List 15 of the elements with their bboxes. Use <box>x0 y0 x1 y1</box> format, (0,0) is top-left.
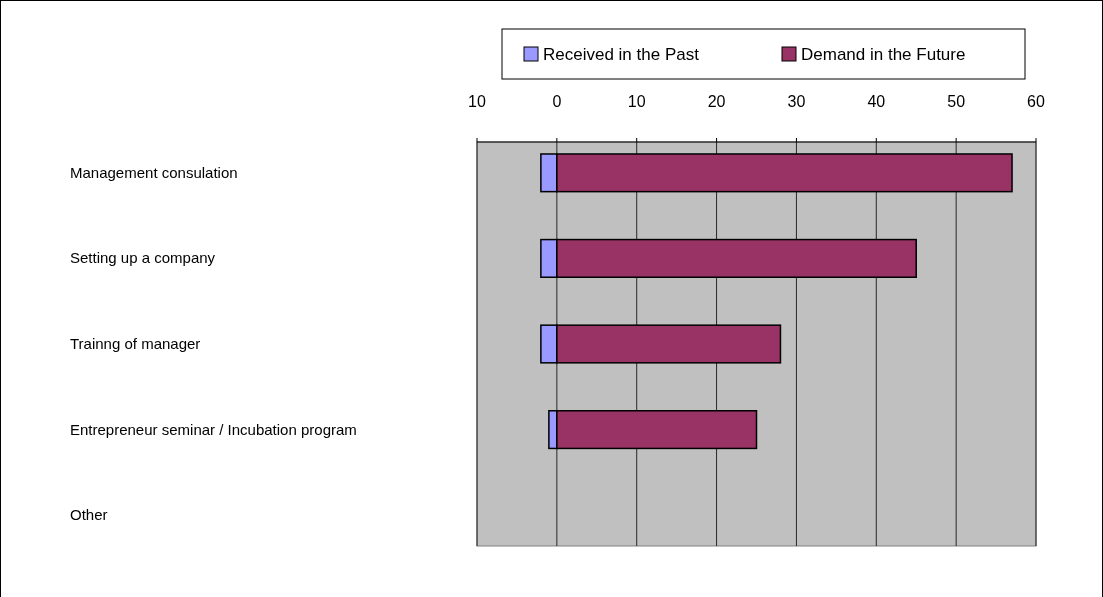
legend-label: Demand in the Future <box>801 45 966 64</box>
x-tick-label: 30 <box>787 93 806 110</box>
y-tick-label: Entrepreneur seminar / Incubation program <box>70 420 357 438</box>
x-tick-label: 50 <box>947 93 966 110</box>
x-tick-label: 10 <box>468 93 486 110</box>
x-tick-label: 40 <box>867 93 886 110</box>
y-tick-label: Setting up a company <box>70 249 216 267</box>
x-tick-label: 20 <box>707 93 726 110</box>
x-tick-label: 10 <box>627 93 646 110</box>
x-tick-label: 60 <box>1027 93 1045 110</box>
y-tick-label: Other <box>70 506 108 524</box>
y-tick-label: Trainng of manager <box>70 335 201 352</box>
y-tick-label: Management consulation <box>70 163 238 181</box>
x-tick-label: 0 <box>552 93 562 110</box>
legend-label: Received in the Past <box>543 45 700 64</box>
